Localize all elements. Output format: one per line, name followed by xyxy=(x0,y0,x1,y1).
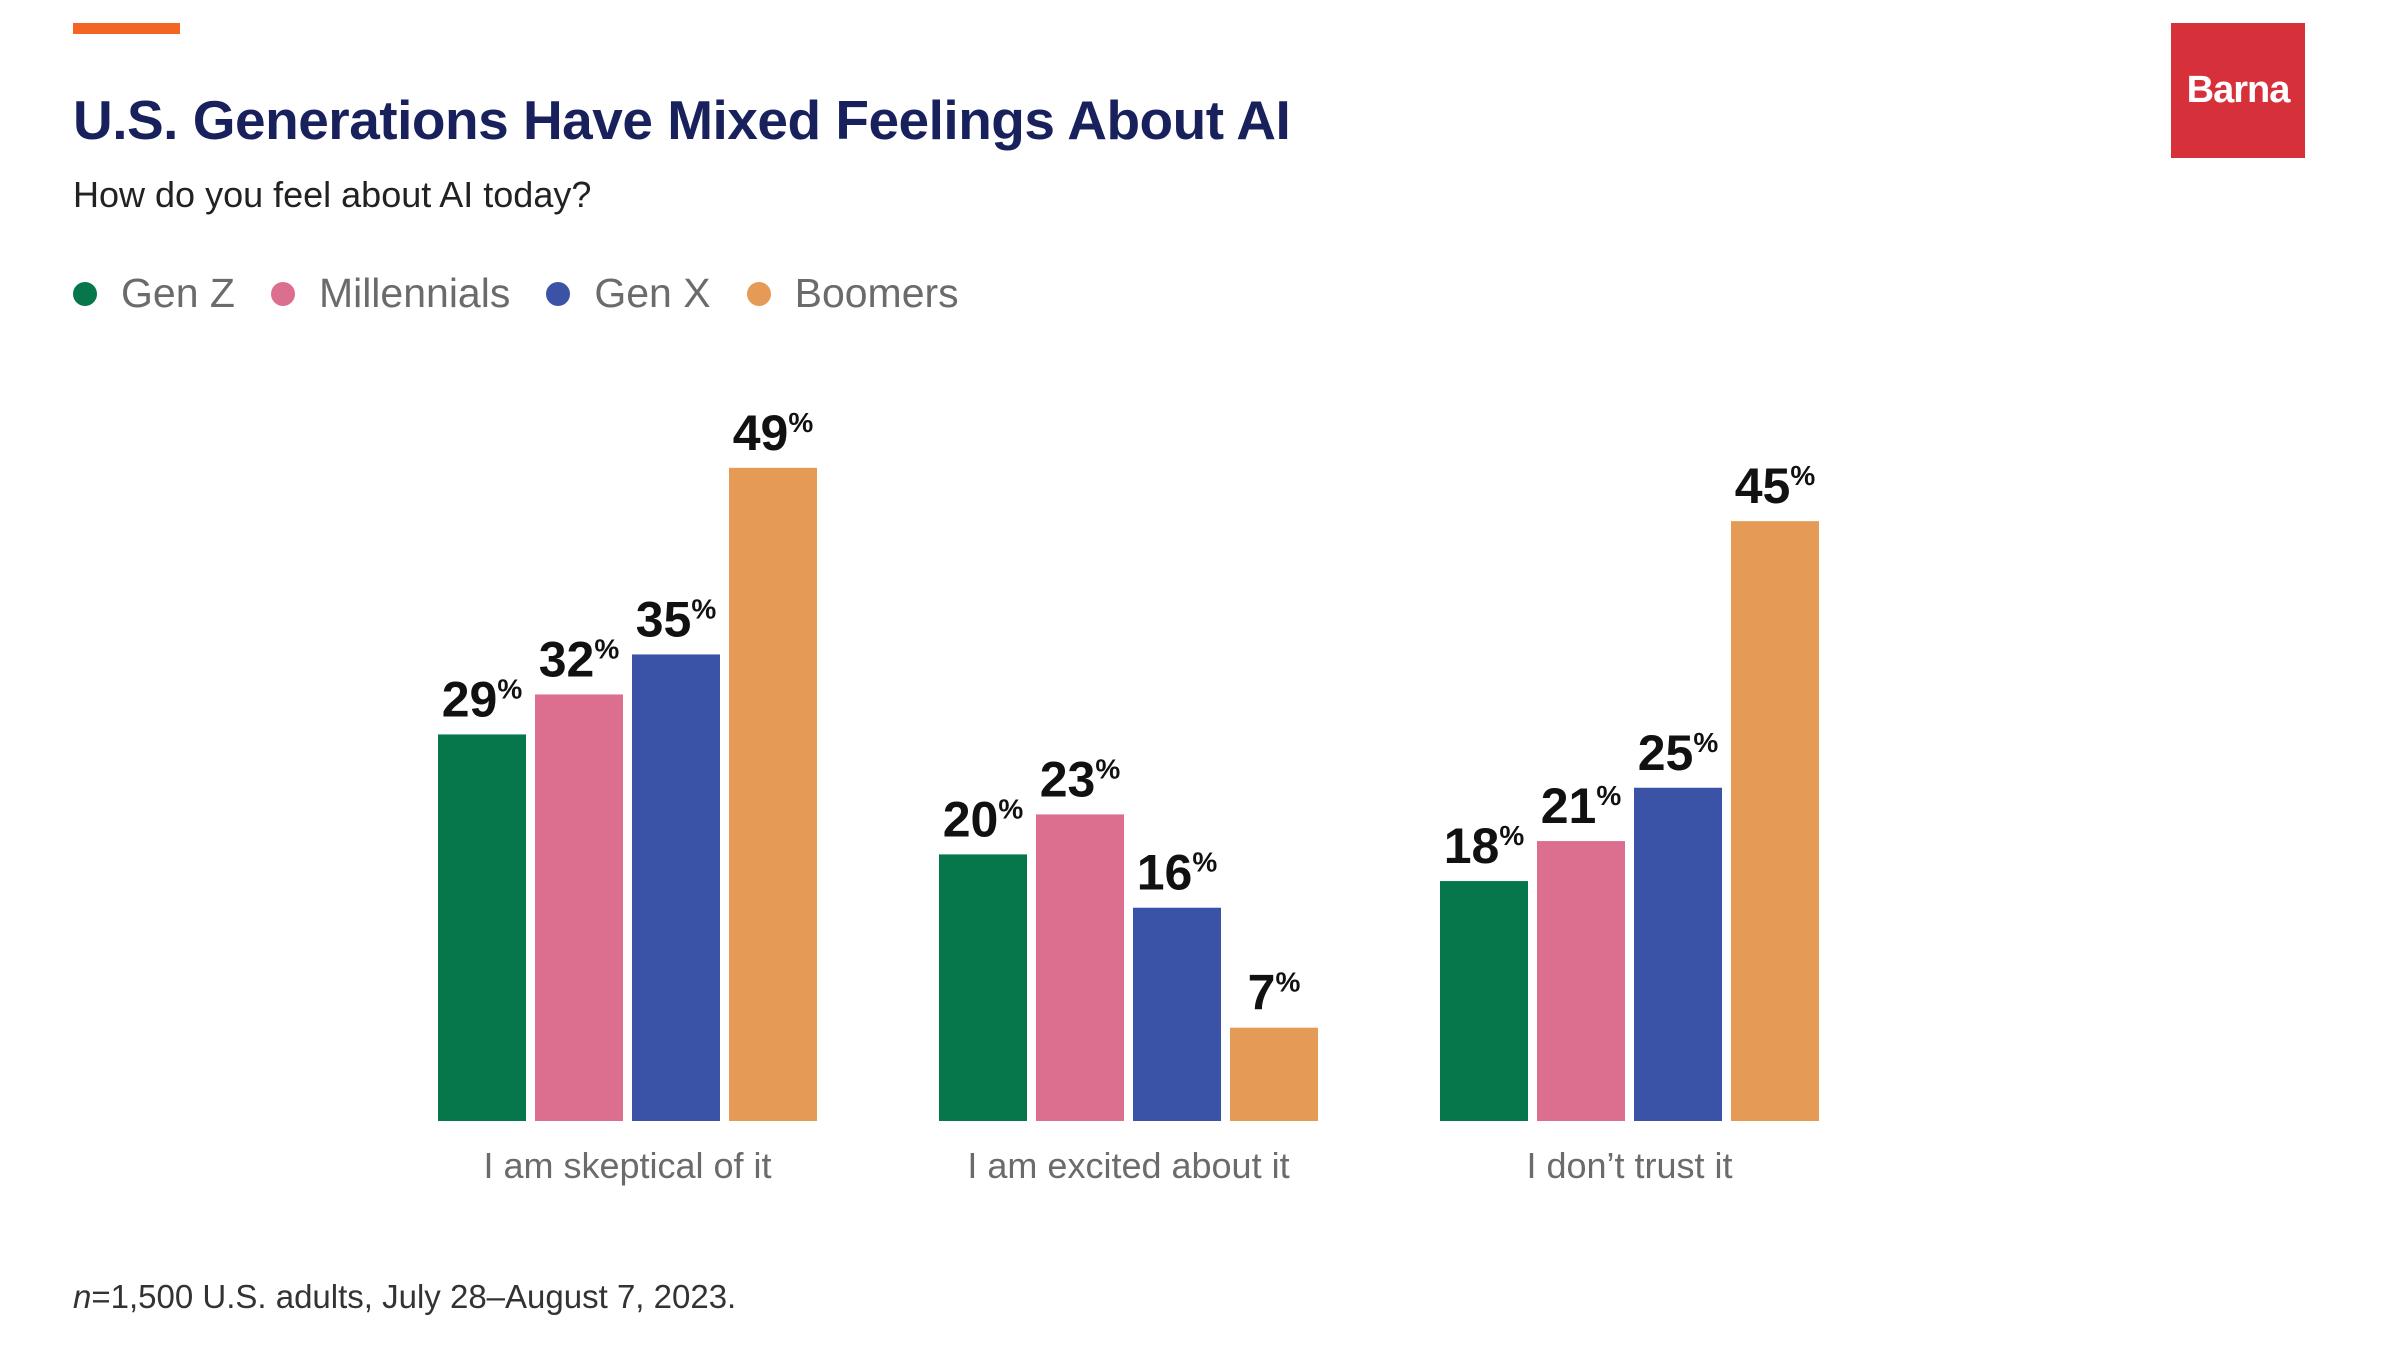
legend-label-gen-x: Gen X xyxy=(594,270,711,316)
legend-swatch-gen-z xyxy=(73,281,97,306)
data-label-gen-z-1: 29% xyxy=(442,671,523,727)
data-label-gen-z-3: 18% xyxy=(1444,818,1525,874)
accent-bar xyxy=(73,23,180,34)
category-label-2: I am excited about it xyxy=(967,1145,1289,1186)
data-label-millennials-1: 32% xyxy=(539,631,620,687)
data-label-millennials-3: 21% xyxy=(1541,778,1622,834)
data-label-gen-x-2: 16% xyxy=(1137,845,1218,901)
data-label-millennials-2: 23% xyxy=(1040,751,1121,807)
bar-gen-z-1 xyxy=(438,734,526,1121)
bar-millennials-3 xyxy=(1537,841,1625,1121)
legend-item-gen-z: Gen Z xyxy=(73,270,235,317)
legend-swatch-gen-x xyxy=(546,281,571,306)
legend-swatch-millennials xyxy=(270,281,295,306)
bar-boomers-1 xyxy=(729,467,817,1122)
legend-item-boomers: Boomers xyxy=(746,270,959,317)
legend-item-gen-x: Gen X xyxy=(546,270,711,317)
data-label-gen-x-3: 25% xyxy=(1638,725,1719,781)
chart-title: U.S. Generations Have Mixed Feelings Abo… xyxy=(73,89,1291,151)
legend: Gen Z Millennials Gen X Boomers xyxy=(73,270,995,317)
bar-millennials-2 xyxy=(1036,814,1124,1121)
bar-gen-x-3 xyxy=(1634,787,1722,1121)
bar-boomers-2 xyxy=(1230,1027,1318,1121)
category-label-1: I am skeptical of it xyxy=(483,1145,771,1186)
footnote-text: =1,500 U.S. adults, July 28–August 7, 20… xyxy=(91,1278,737,1315)
legend-label-boomers: Boomers xyxy=(794,270,959,316)
barna-logo: Barna xyxy=(2171,23,2305,158)
data-label-boomers-2: 7% xyxy=(1248,965,1301,1021)
chart-subtitle: How do you feel about AI today? xyxy=(73,174,592,215)
bar-gen-z-3 xyxy=(1440,881,1528,1121)
bar-gen-x-1 xyxy=(632,654,720,1121)
data-label-boomers-1: 49% xyxy=(733,405,814,461)
footnote-n: n xyxy=(73,1278,92,1315)
data-label-gen-z-2: 20% xyxy=(943,791,1024,847)
bar-boomers-3 xyxy=(1731,521,1819,1121)
data-label-gen-x-1: 35% xyxy=(636,591,717,647)
legend-swatch-boomers xyxy=(746,281,771,306)
legend-item-millennials: Millennials xyxy=(270,270,511,317)
legend-label-millennials: Millennials xyxy=(318,270,511,316)
bar-millennials-1 xyxy=(535,694,623,1121)
bar-gen-x-2 xyxy=(1133,907,1221,1121)
data-label-boomers-3: 45% xyxy=(1735,458,1816,514)
footnote: n=1,500 U.S. adults, July 28–August 7, 2… xyxy=(73,1278,736,1316)
legend-label-gen-z: Gen Z xyxy=(121,270,235,316)
bar-gen-z-2 xyxy=(939,854,1027,1121)
category-label-3: I don’t trust it xyxy=(1526,1145,1732,1186)
